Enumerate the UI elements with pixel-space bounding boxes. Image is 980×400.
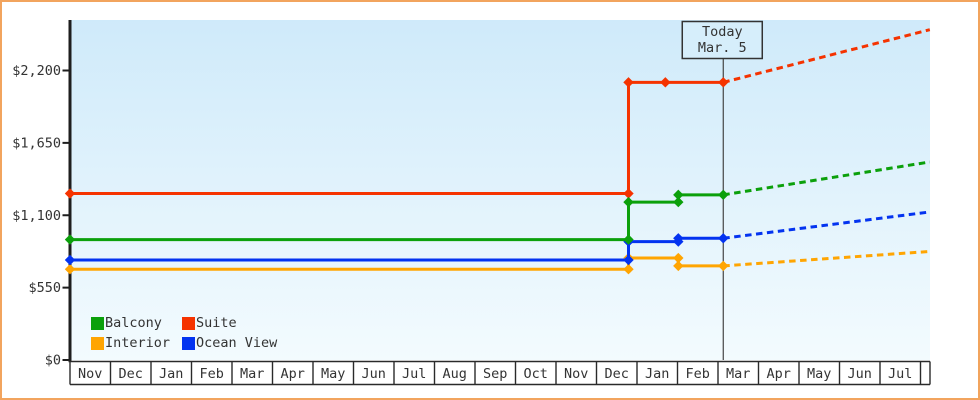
- x-axis-label: Apr: [281, 366, 305, 382]
- suite-color-swatch: [182, 316, 195, 330]
- legend-item-suite: Suite: [182, 313, 277, 333]
- ocean-view-color-swatch: [182, 336, 195, 350]
- x-axis-label: Aug: [443, 366, 467, 382]
- x-axis-label: Feb: [686, 366, 710, 382]
- legend-label-suite: Suite: [196, 315, 237, 331]
- legend-label-ocean-view: Ocean View: [196, 335, 278, 351]
- data-point-interior: [718, 260, 729, 272]
- price-line-balcony: [70, 193, 724, 242]
- data-point-ocean-view: [718, 233, 729, 244]
- interior-color-swatch: [91, 336, 104, 350]
- data-point-balcony: [718, 189, 729, 201]
- series-balcony: [64, 160, 931, 245]
- x-axis-label: Jun: [362, 366, 386, 382]
- x-axis-label: Mar: [240, 366, 264, 382]
- legend-item-ocean-view: Ocean View: [182, 333, 277, 353]
- x-axis-label: Feb: [200, 366, 224, 382]
- chart-legend: Balcony Suite Interior Ocean View: [91, 313, 277, 353]
- x-axis-label: Apr: [767, 366, 791, 382]
- y-tick-label: $1,100: [12, 208, 61, 224]
- y-axis: $0 $550 $1,100 $1,650 $2,200: [12, 63, 70, 369]
- legend-item-balcony: Balcony: [91, 313, 182, 333]
- x-axis-label: Nov: [564, 366, 588, 382]
- today-date-label: Mar. 5: [698, 40, 747, 56]
- data-point-ocean-view: [673, 233, 684, 244]
- data-point-ocean-view: [623, 254, 634, 266]
- data-point-suite: [64, 188, 76, 199]
- legend-label-balcony: Balcony: [105, 315, 162, 331]
- data-point-suite: [623, 188, 634, 199]
- x-axis-label: Jan: [645, 366, 669, 382]
- price-line-interior: [70, 256, 724, 271]
- x-axis-label: Nov: [78, 366, 102, 382]
- x-axis-label: Jul: [402, 366, 426, 382]
- legend-item-interior: Interior: [91, 333, 182, 353]
- data-point-balcony: [623, 196, 634, 208]
- projected-line-ocean-view: [723, 210, 931, 240]
- price-line-suite: [70, 80, 724, 196]
- x-axis-label: Mar: [726, 366, 750, 382]
- x-axis-label: Jul: [888, 366, 912, 382]
- data-point-balcony: [64, 234, 76, 245]
- data-point-balcony: [673, 189, 684, 201]
- data-point-balcony: [623, 234, 634, 245]
- y-tick-label: $1,650: [12, 135, 61, 151]
- price-line-ocean-view: [70, 236, 724, 262]
- x-axis-label: Sep: [483, 366, 507, 382]
- today-label: Today: [702, 24, 743, 40]
- x-axis: Nov Dec Jan Feb Mar Apr May Jun Jul Aug Sep Oct Nov D…: [68, 360, 931, 386]
- data-point-interior: [673, 252, 684, 264]
- x-axis-label: Jun: [848, 366, 872, 382]
- balcony-color-swatch: [91, 316, 104, 330]
- data-point-interior: [64, 264, 76, 275]
- x-axis-label: Dec: [605, 366, 629, 382]
- legend-label-interior: Interior: [105, 335, 171, 351]
- data-point-ocean-view: [64, 254, 76, 266]
- x-axis-label: May: [321, 366, 345, 382]
- series-suite: [64, 28, 931, 199]
- series-ocean-view: [64, 210, 931, 266]
- y-tick-label: $2,200: [12, 63, 61, 79]
- today-box: [681, 20, 764, 60]
- projected-line-suite: [722, 28, 931, 84]
- data-point-interior: [673, 260, 684, 272]
- y-tick-label: $0: [45, 353, 61, 369]
- x-axis-label: May: [807, 366, 831, 382]
- data-point-balcony: [673, 196, 684, 208]
- projected-line-balcony: [723, 160, 931, 197]
- x-axis-label: Dec: [119, 366, 143, 382]
- data-point-interior: [623, 264, 634, 275]
- y-tick-label: $550: [28, 280, 61, 296]
- data-point-suite: [660, 77, 671, 88]
- plot-area: [71, 20, 930, 360]
- x-axis-label: Oct: [524, 366, 548, 382]
- x-axis-label: Jan: [159, 366, 183, 382]
- projected-line-interior: [723, 249, 930, 268]
- data-point-suite: [718, 77, 729, 88]
- data-point-suite: [623, 77, 634, 88]
